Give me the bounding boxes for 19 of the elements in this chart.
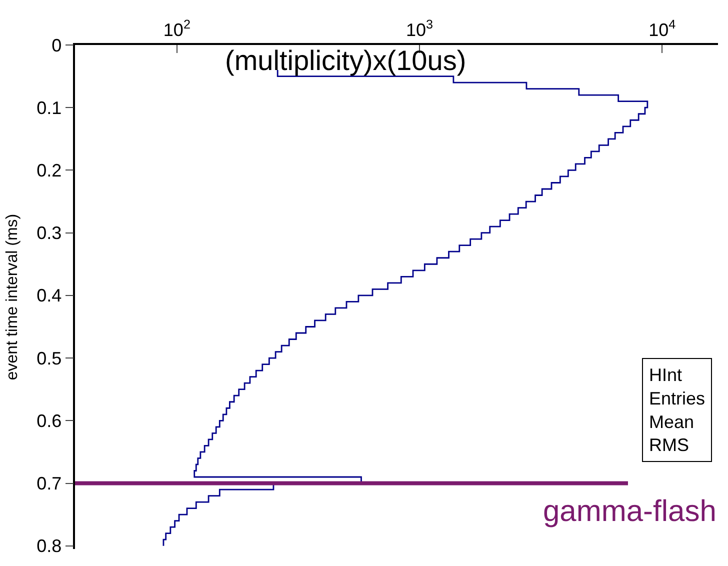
x-tick-label: 10$^{3}$ [406, 17, 434, 40]
y-tick-label: 0.4 [36, 286, 62, 306]
annotation: HInt [649, 365, 682, 385]
y-axis-title: event time interval (ms) [4, 214, 22, 380]
y-tick-label: 0.2 [36, 160, 62, 181]
y-tick-label: 0.3 [36, 223, 62, 244]
x-tick-label: 10$^{4}$ [648, 17, 676, 40]
annotation: Mean [649, 412, 694, 432]
annotation: Entries [649, 388, 706, 408]
y-tick-label: 0.1 [36, 98, 62, 118]
y-tick-label: 0.6 [36, 410, 62, 431]
x-tick-label: 10$^{2}$ [163, 17, 190, 40]
ref-line-label: gamma-flash [543, 495, 716, 528]
y-tick-label: 0.7 [36, 474, 62, 494]
y-tick-label: 0 [52, 35, 62, 56]
annotation: (multiplicity)x(10us) [225, 45, 466, 76]
annotation: RMS [649, 435, 689, 456]
y-tick-label: 0.5 [36, 348, 62, 368]
y-tick-label: 0.8 [36, 536, 62, 556]
